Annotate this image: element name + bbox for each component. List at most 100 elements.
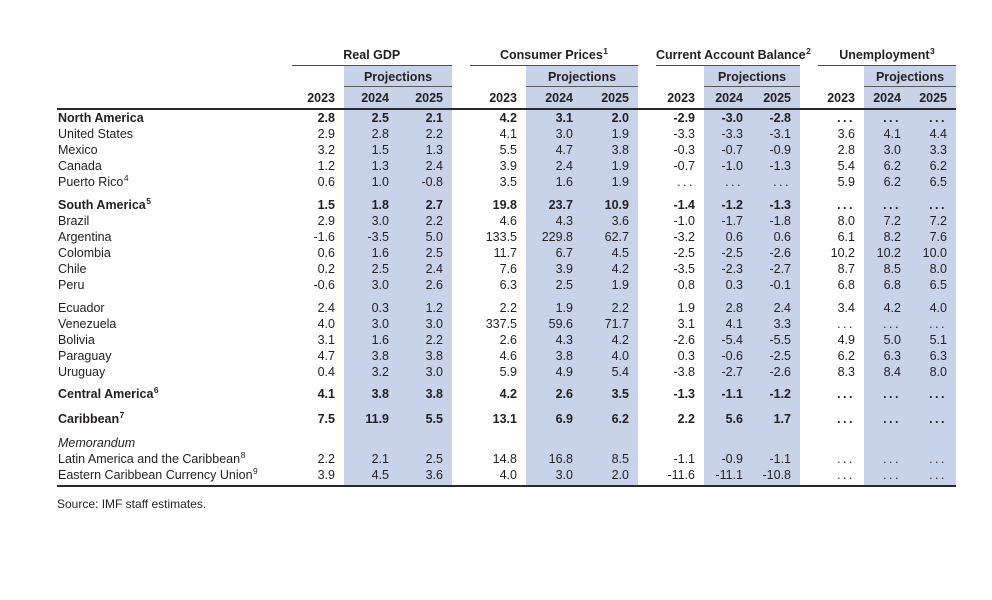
row-label: Uruguay xyxy=(57,365,292,379)
value-cell: 0.3 xyxy=(725,278,743,292)
value-cell: 13.1 xyxy=(492,412,517,426)
value-cell: 4.9 xyxy=(555,365,573,379)
value-cell: -0.3 xyxy=(673,143,695,157)
value-cell: 6.1 xyxy=(837,230,855,244)
value-cell: 6.2 xyxy=(837,349,855,363)
value-cell: -2.3 xyxy=(721,262,743,276)
shade-band-current-account xyxy=(704,66,800,487)
value-cell: -5.5 xyxy=(769,333,791,347)
row-label: Canada xyxy=(57,159,292,173)
footnote-marker: 8 xyxy=(240,449,246,460)
value-cell: 1.9 xyxy=(611,175,629,189)
value-cell: -0.9 xyxy=(769,143,791,157)
value-cell: -2.7 xyxy=(721,365,743,379)
value-cell: 1.6 xyxy=(371,333,389,347)
value-cell: 4.5 xyxy=(371,468,389,482)
group-header-row: Real GDP Consumer Prices1 Current Account … xyxy=(57,42,956,66)
value-cell: -0.9 xyxy=(721,452,743,466)
value-cell: -1.4 xyxy=(673,198,695,212)
row-label: Eastern Caribbean Currency Union9 xyxy=(57,465,292,482)
row-label-text: Chile xyxy=(58,262,87,276)
value-cell: 8.4 xyxy=(883,365,901,379)
row-label-text: Puerto Rico xyxy=(58,175,124,189)
value-cell: -1.8 xyxy=(769,214,791,228)
value-cell: 19.8 xyxy=(492,198,517,212)
value-cell: 11.9 xyxy=(365,412,389,426)
value-cell: 10.9 xyxy=(604,198,629,212)
row-label: Bolivia xyxy=(57,333,292,347)
value-cell: 2.2 xyxy=(425,214,443,228)
table-row: United States 2.9 2.8 2.2 4.1 3.0 1.9 -3.3 -3.3 -… xyxy=(57,126,956,142)
value-cell: 5.9 xyxy=(837,175,855,189)
value-cell: ... xyxy=(837,412,855,426)
table-row: Puerto Rico4 0.6 1.0 -0.8 3.5 1.6 1.9.........… xyxy=(57,174,956,190)
value-cell: ... xyxy=(837,317,855,331)
value-cell: 23.7 xyxy=(548,198,573,212)
table-row: Brazil 2.9 3.0 2.2 4.6 4.3 3.6 -1.0 -1.7 -1.8 8.0 7… xyxy=(57,213,956,229)
value-cell: 2.2 xyxy=(317,452,335,466)
value-cell: -3.8 xyxy=(673,365,695,379)
value-cell: 3.0 xyxy=(555,468,573,482)
value-cell: 3.0 xyxy=(425,365,443,379)
projections-label: Projections xyxy=(344,70,452,87)
value-cell: -11.6 xyxy=(667,468,695,482)
value-cell: -3.3 xyxy=(721,127,743,141)
row-label: Venezuela xyxy=(57,317,292,331)
value-cell: ... xyxy=(725,175,743,189)
table-row: Mexico 3.2 1.5 1.3 5.5 4.7 3.8 -0.3 -0.7 -0.9 2.8 3… xyxy=(57,142,956,158)
value-cell: 3.6 xyxy=(837,127,855,141)
value-cell: -0.1 xyxy=(769,278,791,292)
imf-outlook-table: Real GDP Consumer Prices1 Current Account … xyxy=(57,42,956,487)
row-label: Mexico xyxy=(57,143,292,157)
value-cell: -1.2 xyxy=(721,198,743,212)
value-cell: 4.1 xyxy=(725,317,743,331)
value-cell: ... xyxy=(837,198,855,212)
value-cell: 2.1 xyxy=(425,111,443,125)
value-cell: 0.3 xyxy=(677,349,695,363)
value-cell: 0.3 xyxy=(371,301,389,315)
value-cell: ... xyxy=(837,452,855,466)
table-body: North America 2.8 2.5 2.1 4.2 3.1 2.0 -2.9 -3.0 -… xyxy=(57,110,956,487)
projections-row: Projections Projections Projections Project… xyxy=(57,66,956,87)
footnote-marker: 9 xyxy=(253,465,258,476)
value-cell: 5.5 xyxy=(499,143,517,157)
value-cell: ... xyxy=(837,468,855,482)
value-cell: 2.9 xyxy=(317,214,335,228)
table-row: Memorandum xyxy=(57,435,956,451)
value-cell: 2.7 xyxy=(425,198,443,212)
value-cell: 4.3 xyxy=(555,333,573,347)
row-label: Argentina xyxy=(57,230,292,244)
table-row: Venezuela 4.0 3.0 3.0 337.5 59.6 71.7 3.1 4.1 3.3… xyxy=(57,316,956,332)
value-cell: -11.1 xyxy=(715,468,743,482)
value-cell: 2.6 xyxy=(499,333,517,347)
value-cell: 1.9 xyxy=(611,127,629,141)
value-cell: 4.5 xyxy=(611,246,629,260)
year-header: 2023 xyxy=(307,91,335,105)
value-cell: -2.8 xyxy=(769,111,791,125)
value-cell: -3.2 xyxy=(673,230,695,244)
year-header: 2025 xyxy=(763,91,791,105)
year-header: 2025 xyxy=(601,91,629,105)
row-label-text: Venezuela xyxy=(58,317,117,331)
projections-label: Projections xyxy=(864,70,956,87)
value-cell: 2.5 xyxy=(371,111,389,125)
group-title-3: Unemployment3 xyxy=(818,47,956,66)
value-cell: -3.1 xyxy=(769,127,791,141)
value-cell: 4.2 xyxy=(499,387,517,401)
value-cell: 1.5 xyxy=(317,198,335,212)
table-row: Latin America and the Caribbean8 2.2 2.1 2.… xyxy=(57,451,956,467)
value-cell: -2.6 xyxy=(769,365,791,379)
value-cell: ... xyxy=(883,111,901,125)
value-cell: 3.0 xyxy=(425,317,443,331)
row-label-text: Peru xyxy=(58,278,85,292)
value-cell: -10.8 xyxy=(762,468,792,482)
value-cell: -1.0 xyxy=(673,214,695,228)
value-cell: 2.4 xyxy=(425,262,443,276)
value-cell: ... xyxy=(883,452,901,466)
value-cell: 8.3 xyxy=(837,365,855,379)
value-cell: 6.7 xyxy=(555,246,573,260)
value-cell: 3.0 xyxy=(883,143,901,157)
value-cell: 1.7 xyxy=(773,412,791,426)
value-cell: 2.8 xyxy=(317,111,335,125)
value-cell: 2.5 xyxy=(555,278,573,292)
